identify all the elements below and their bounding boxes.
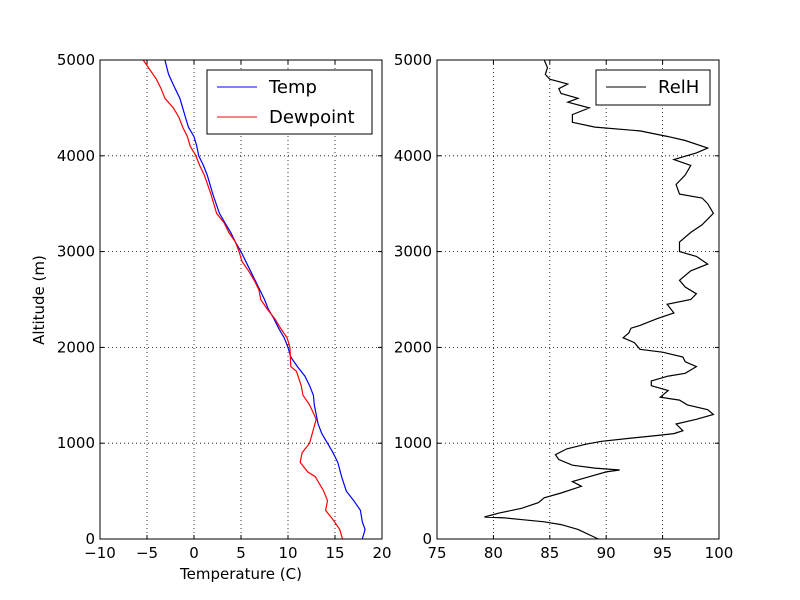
y-tick-label: 2000 <box>394 338 432 356</box>
y-tick-label: 5000 <box>394 51 432 69</box>
y-tick-label: 5000 <box>57 51 95 69</box>
legend-label-temp: Temp <box>268 77 317 98</box>
x-tick-label: 85 <box>540 544 559 562</box>
series-line-dewpoint <box>142 59 344 540</box>
x-tick-label: 10 <box>278 544 297 562</box>
x-tick-label: 75 <box>427 544 446 562</box>
relh-legend: RelH <box>595 69 711 106</box>
y-axis-label: Altitude (m) <box>30 255 48 345</box>
series-line-temp <box>164 59 366 540</box>
y-tick-label: 1000 <box>57 434 95 452</box>
x-tick-label: 95 <box>653 544 672 562</box>
legend-box <box>206 69 373 135</box>
x-tick-label: −10 <box>84 544 116 562</box>
y-tick-label: 0 <box>85 530 95 548</box>
y-tick-label: 3000 <box>57 243 95 261</box>
y-tick-label: 1000 <box>394 434 432 452</box>
x-tick-label: 20 <box>372 544 391 562</box>
x-tick-label: −5 <box>136 544 158 562</box>
y-tick-label: 3000 <box>394 243 432 261</box>
series-line-relh <box>484 59 715 540</box>
y-tick-label: 0 <box>422 530 432 548</box>
x-tick-label: 5 <box>236 544 246 562</box>
x-tick-label: 80 <box>484 544 503 562</box>
y-tick-label: 4000 <box>394 147 432 165</box>
x-tick-label: 100 <box>705 544 734 562</box>
y-tick-label: 4000 <box>57 147 95 165</box>
temperature-panel: −10 −5 0 5 10 15 20 0 1000 2000 3000 4000 5000 Tempe… <box>30 51 392 583</box>
x-axis-label: Temperature (C) <box>179 565 302 583</box>
legend-label-dewpoint: Dewpoint <box>269 107 355 128</box>
relh-plot-frame <box>436 59 720 540</box>
x-tick-label: 0 <box>189 544 199 562</box>
x-tick-label: 90 <box>597 544 616 562</box>
x-tick-label: 15 <box>325 544 344 562</box>
legend-label-relh: RelH <box>658 77 699 98</box>
temperature-legend: Temp Dewpoint <box>206 69 373 135</box>
y-tick-label: 2000 <box>57 338 95 356</box>
